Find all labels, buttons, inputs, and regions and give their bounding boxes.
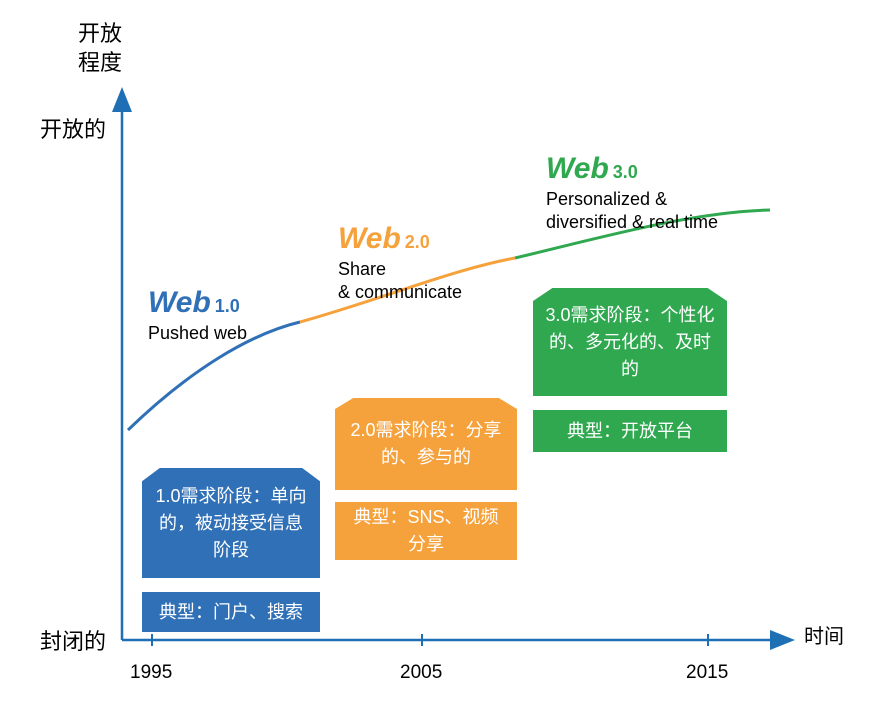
section-web-label: Web — [148, 286, 211, 320]
section-version-label: 1.0 — [215, 296, 240, 317]
section-title-3: Web3.0 Personalized & diversified & real … — [546, 152, 718, 233]
example-box-2: 典型：SNS、视频分享 — [335, 502, 517, 560]
x-tick-label: 2015 — [686, 662, 728, 684]
section-subtitle: Share & communicate — [338, 258, 462, 303]
section-version-label: 2.0 — [405, 232, 430, 253]
section-web-label: Web — [338, 222, 401, 256]
example-box-3: 典型：开放平台 — [533, 410, 727, 452]
stage-box-3: 3.0需求阶段：个性化的、多元化的、及时的 — [533, 288, 727, 396]
x-tick-label: 1995 — [130, 662, 172, 684]
example-box-1: 典型：门户、搜索 — [142, 592, 320, 632]
section-subtitle: Personalized & diversified & real time — [546, 188, 718, 233]
x-tick-label: 2005 — [400, 662, 442, 684]
section-title-1: Web1.0 Pushed web — [148, 286, 247, 345]
stage-box-1: 1.0需求阶段：单向的，被动接受信息阶段 — [142, 468, 320, 578]
section-version-label: 3.0 — [613, 162, 638, 183]
section-title-2: Web2.0 Share & communicate — [338, 222, 462, 303]
section-web-label: Web — [546, 152, 609, 186]
chart-svg — [0, 0, 886, 721]
section-subtitle: Pushed web — [148, 322, 247, 345]
stage-box-2: 2.0需求阶段：分享的、参与的 — [335, 398, 517, 490]
